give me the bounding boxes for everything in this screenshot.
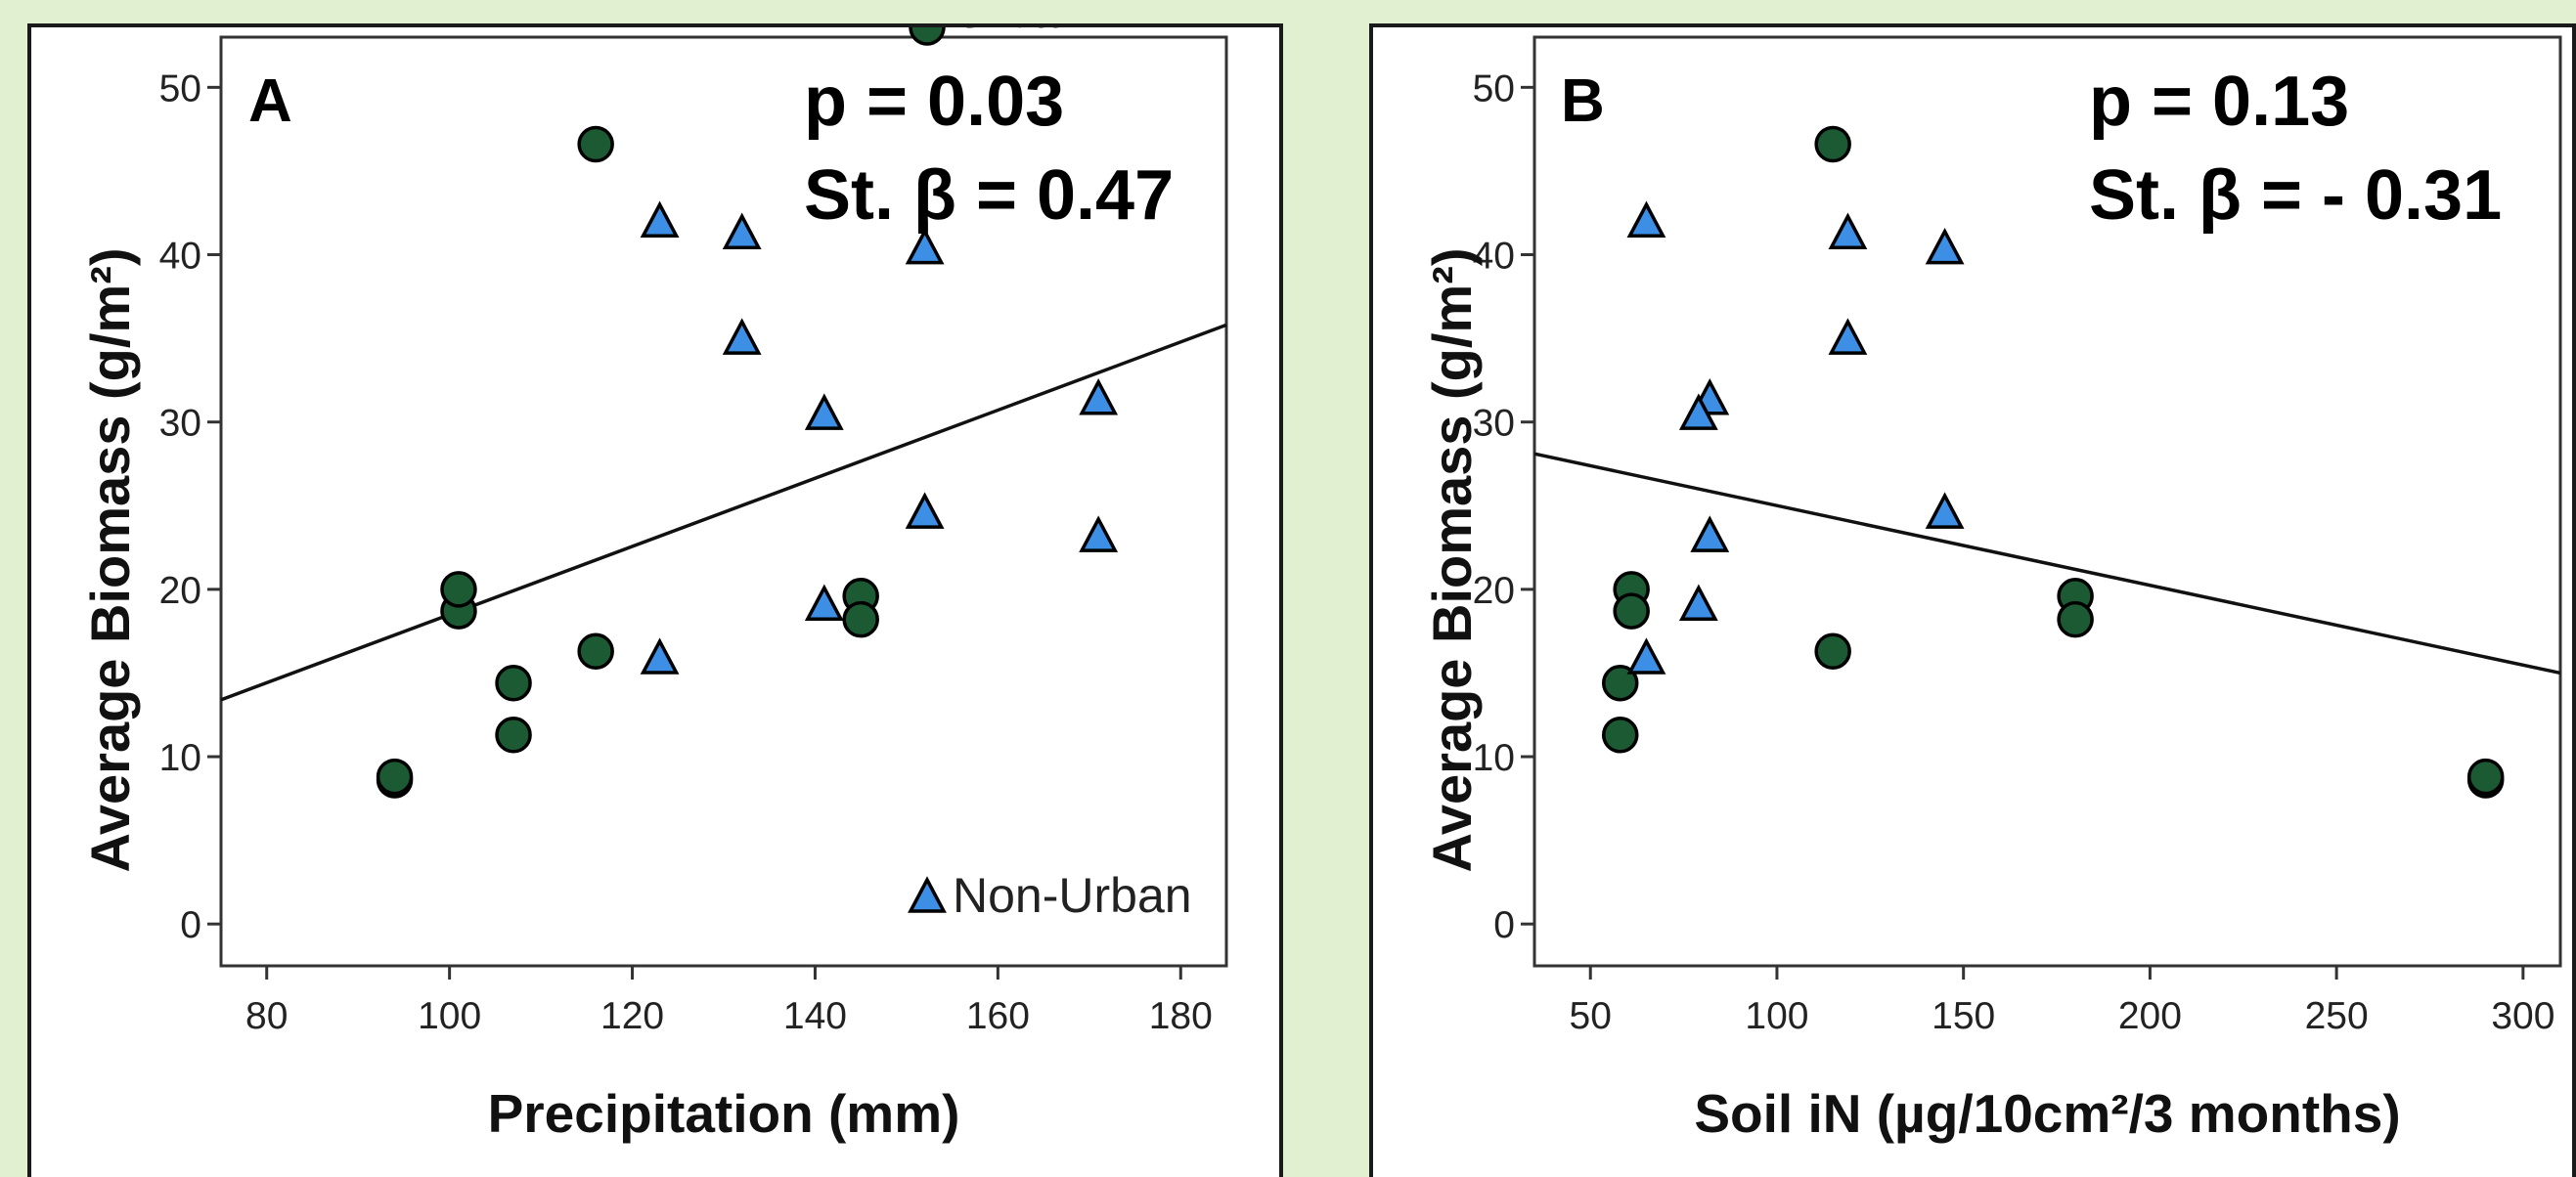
non-urban-point bbox=[1828, 212, 1868, 250]
legend-non-urban-marker bbox=[908, 876, 947, 913]
non-urban-point bbox=[1925, 227, 1965, 265]
non-urban-point bbox=[1626, 637, 1666, 675]
y-tick-label: 10 bbox=[159, 737, 201, 779]
chart-panel-a: 0 10 20 30 40 50 80 100 120 140 160 180 Precipitatio… bbox=[27, 23, 1283, 1177]
p-value-label: p = 0.03 bbox=[804, 63, 1064, 141]
y-tick-label: 0 bbox=[180, 904, 201, 946]
beta-label: St. β = 0.47 bbox=[804, 156, 1174, 235]
y-tick-label: 30 bbox=[1473, 403, 1515, 445]
urban-point bbox=[1601, 664, 1639, 702]
scatter-plot-b: 0 10 20 30 40 50 50 100 150 200 250 300 Soil iN (µg/… bbox=[1421, 35, 2562, 1144]
x-tick-label: 300 bbox=[2491, 995, 2554, 1037]
urban-point bbox=[495, 717, 532, 754]
panel-letter: A bbox=[248, 67, 292, 135]
plot-frame bbox=[219, 35, 1228, 968]
non-urban-point bbox=[804, 393, 844, 430]
non-urban-point bbox=[1079, 515, 1119, 552]
non-urban-point bbox=[905, 227, 945, 265]
urban-point bbox=[842, 600, 879, 638]
non-urban-point bbox=[1678, 584, 1718, 622]
urban-point bbox=[1814, 632, 1851, 670]
non-urban-point bbox=[640, 637, 680, 675]
y-tick-label: 20 bbox=[159, 570, 201, 612]
urban-point bbox=[1613, 592, 1650, 630]
x-axis-title: Precipitation (mm) bbox=[488, 1083, 960, 1144]
y-tick-label: 40 bbox=[1473, 236, 1515, 278]
urban-point bbox=[440, 571, 477, 608]
x-tick-label: 160 bbox=[966, 995, 1030, 1037]
non-urban-point bbox=[804, 584, 844, 622]
x-tick-label: 200 bbox=[2118, 995, 2182, 1037]
non-urban-point bbox=[1626, 200, 1666, 239]
urban-point bbox=[2466, 758, 2505, 796]
y-tick-label: 50 bbox=[159, 67, 201, 109]
y-tick-label: 0 bbox=[1493, 904, 1515, 946]
non-urban-point bbox=[722, 212, 762, 250]
beta-label: St. β = - 0.31 bbox=[2089, 156, 2502, 235]
x-tick-label: 100 bbox=[1745, 995, 1808, 1037]
x-tick-label: 100 bbox=[418, 995, 481, 1037]
legend-urban-marker bbox=[909, 27, 946, 46]
non-urban-point bbox=[1690, 515, 1730, 552]
x-tick-label: 250 bbox=[2305, 995, 2369, 1037]
non-urban-point bbox=[640, 200, 680, 239]
p-value-label: p = 0.13 bbox=[2089, 63, 2349, 141]
chart-panel-b: 0 10 20 30 40 50 50 100 150 200 250 300 Soil iN (µg/… bbox=[1369, 23, 2576, 1177]
x-tick-label: 140 bbox=[783, 995, 847, 1037]
non-urban-point bbox=[1925, 492, 1965, 529]
y-tick-label: 10 bbox=[1473, 737, 1515, 779]
panel-letter: B bbox=[1561, 67, 1605, 135]
y-tick-label: 20 bbox=[1473, 570, 1515, 612]
x-tick-label: 50 bbox=[1570, 995, 1612, 1037]
urban-point bbox=[577, 125, 614, 163]
non-urban-point bbox=[1079, 377, 1119, 415]
urban-point bbox=[1814, 125, 1851, 163]
x-axis-title: Soil iN (µg/10cm²/3 months) bbox=[1694, 1083, 2400, 1144]
scatter-plot-a: 0 10 20 30 40 50 80 100 120 140 160 180 Precipitatio… bbox=[79, 27, 1228, 1144]
non-urban-point bbox=[1828, 318, 1868, 355]
y-axis-title: Average Biomass (g/m²) bbox=[79, 248, 141, 873]
legend-urban-label: Urban bbox=[953, 27, 1086, 38]
urban-point bbox=[2057, 600, 2094, 638]
x-tick-label: 180 bbox=[1149, 995, 1213, 1037]
x-tick-label: 80 bbox=[245, 995, 288, 1037]
y-axis-title: Average Biomass (g/m²) bbox=[1421, 248, 1483, 873]
regression-line bbox=[1533, 452, 2561, 676]
y-tick-label: 30 bbox=[159, 403, 201, 445]
plot-frame bbox=[1532, 35, 2562, 968]
x-tick-label: 150 bbox=[1932, 995, 1995, 1037]
urban-point bbox=[577, 632, 614, 670]
x-tick-label: 120 bbox=[600, 995, 664, 1037]
non-urban-point bbox=[905, 492, 945, 529]
y-tick-label: 40 bbox=[159, 236, 201, 278]
non-urban-point bbox=[722, 318, 762, 355]
urban-point bbox=[495, 664, 532, 702]
non-urban-point bbox=[1678, 393, 1718, 430]
urban-point bbox=[376, 758, 414, 796]
legend-non-urban-label: Non-Urban bbox=[953, 868, 1192, 923]
regression-line bbox=[220, 323, 1227, 702]
y-tick-label: 50 bbox=[1473, 67, 1515, 109]
urban-point bbox=[1601, 717, 1639, 754]
